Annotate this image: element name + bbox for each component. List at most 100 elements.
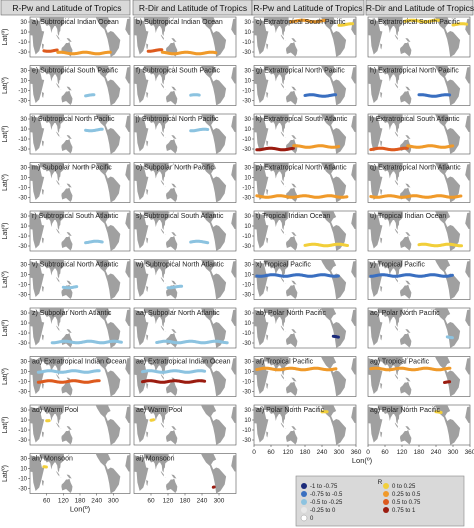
land-polygon [134, 115, 149, 152]
land-masses [254, 65, 356, 106]
land-masses [368, 162, 470, 203]
land-polygon [351, 67, 356, 84]
land-masses [30, 162, 130, 203]
land-polygon [95, 259, 121, 300]
land-polygon [404, 308, 409, 312]
y-tick-label: -10 [18, 234, 27, 240]
y-tick-label: -10 [18, 477, 27, 483]
map-panel: af) Tropical Pacific 30 10 -10 -30 [242, 356, 357, 397]
land-masses [254, 405, 356, 445]
legend-swatch [383, 491, 389, 497]
y-tick-label: -30 [18, 341, 27, 347]
legend-label: 0 [310, 516, 314, 522]
y-tick-label: -10 [242, 40, 251, 46]
y-tick-label: 30 [20, 20, 27, 26]
x-tick-label: 60 [267, 449, 275, 456]
panel-label: ae) Warm Pool [136, 407, 183, 414]
land-polygon [254, 212, 269, 249]
land-polygon [39, 259, 64, 279]
land-polygon [60, 186, 62, 187]
track-points [42, 465, 48, 469]
y-tick-label: 30 [244, 408, 251, 414]
land-polygon [170, 308, 175, 312]
track-points [84, 93, 96, 98]
y-tick-label: -10 [18, 186, 27, 192]
panel-label: ab) Polar North Pacific [256, 310, 327, 317]
land-polygon [248, 480, 250, 486]
land-polygon [39, 405, 64, 424]
land-polygon [434, 405, 461, 445]
land-polygon [434, 65, 461, 106]
land-polygon [95, 114, 121, 154]
land-polygon [290, 65, 295, 70]
legend-title: R [378, 479, 383, 486]
panel-label: af) Polar North Pacific [256, 407, 325, 414]
y-tick-label: 30 [20, 69, 27, 75]
land-polygon [160, 34, 164, 40]
track-point [119, 340, 123, 344]
land-polygon [56, 374, 60, 380]
land-polygon [171, 329, 177, 333]
track-point [291, 146, 295, 150]
group-title-2: R-Dir and Latitude of Tropics [139, 3, 247, 13]
land-polygon [263, 405, 289, 424]
land-masses [134, 17, 236, 57]
land-polygon [30, 115, 45, 152]
track-point [97, 369, 101, 373]
track-point [439, 411, 443, 414]
y-tick-label: 30 [20, 360, 27, 366]
y-tick-label: 10 [20, 467, 27, 473]
map-panel: m) Subpolar North Pacific 30 10 -10 -30 Lat(º… [2, 162, 131, 203]
track-point [197, 93, 201, 97]
track-point [44, 465, 48, 469]
land-polygon [405, 38, 411, 42]
land-polygon [134, 164, 149, 200]
land-masses [368, 356, 470, 397]
land-masses [134, 65, 236, 106]
land-polygon [320, 308, 347, 348]
land-polygon [263, 308, 289, 327]
y-tick-label: 10 [20, 273, 27, 279]
land-polygon [290, 356, 295, 361]
y-tick-label: -30 [18, 50, 27, 56]
land-polygon [125, 455, 130, 472]
track-points [434, 410, 443, 414]
map-panel: ac) Polar North Pacific [367, 307, 471, 349]
track-points [61, 285, 79, 290]
map-panel: p) Extratropical North Atlantic 30 10 -10 -3… [242, 162, 357, 203]
y-tick-label: 30 [20, 457, 27, 463]
track-points [403, 18, 469, 27]
land-polygon [284, 186, 287, 187]
group-header-box-4 [365, 0, 474, 16]
track-point [203, 369, 207, 373]
land-masses [254, 17, 356, 57]
land-polygon [231, 309, 236, 327]
land-polygon [263, 114, 289, 133]
map-panel: s) Subtropical South Atlantic [133, 210, 237, 252]
land-polygon [66, 308, 70, 312]
track-point [345, 195, 349, 199]
land-polygon [284, 428, 287, 429]
map-panel: a) Subtropical Indian Ocean 30 10 -10 -30 Lat… [2, 16, 131, 58]
land-masses [134, 162, 236, 203]
x-axis-label: Lon(º) [352, 456, 373, 465]
axis-labels: 60 120 180 240 300 60 120 180 240 300 0 60 120 180 240… [43, 445, 474, 514]
track-point [89, 165, 93, 169]
land-polygon [280, 34, 284, 40]
panel-label: aa) Subpolar North Atlantic [136, 310, 220, 317]
land-polygon [291, 377, 297, 382]
map-panel: af) Polar North Pacific 30 10 -10 -30 [242, 404, 357, 446]
y-tick-label: -30 [242, 244, 251, 250]
x-tick-label: 180 [414, 449, 425, 456]
land-polygon [263, 162, 289, 182]
panel-label: i) Subtropical North Pacific [32, 116, 115, 123]
land-polygon [404, 162, 409, 167]
land-polygon [320, 259, 347, 300]
y-tick-label: 10 [20, 418, 27, 424]
land-polygon [290, 17, 295, 21]
x-tick-label: 120 [283, 449, 294, 456]
y-tick-label: -10 [18, 137, 27, 143]
map-panel: h) Extratropical North Pacific [367, 65, 471, 106]
land-polygon [404, 65, 409, 70]
track-points [369, 144, 455, 152]
